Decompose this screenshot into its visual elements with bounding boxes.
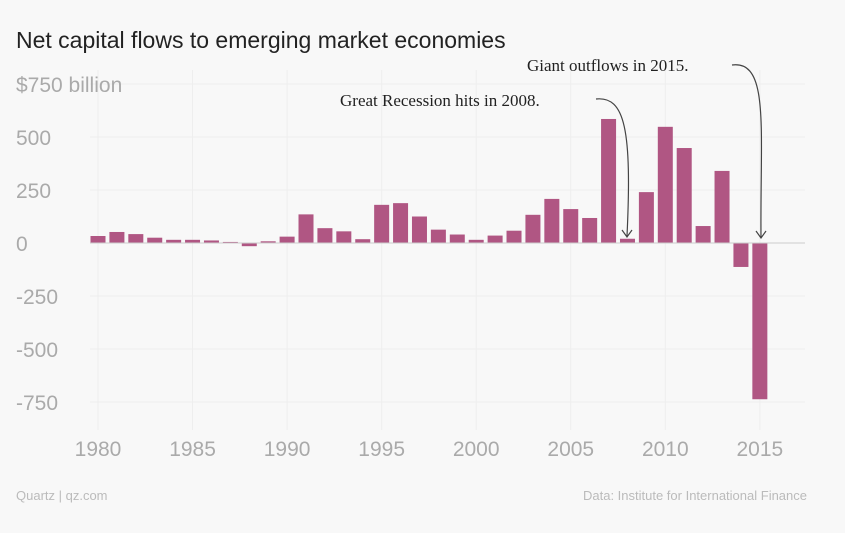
bar-1999 bbox=[449, 234, 465, 243]
bar-2001 bbox=[487, 235, 503, 243]
x-tick-label: 1985 bbox=[169, 438, 216, 461]
x-tick-label: 1980 bbox=[75, 438, 122, 461]
annotation-2015-text: Giant outflows in 2015. bbox=[527, 56, 689, 75]
bar-1995 bbox=[374, 204, 390, 243]
bar-2012 bbox=[695, 226, 711, 243]
bar-2003 bbox=[525, 214, 541, 243]
x-tick-label: 2010 bbox=[642, 438, 689, 461]
annotation-arrow bbox=[595, 98, 630, 237]
annotation-2008-text: Great Recession hits in 2008. bbox=[340, 91, 540, 110]
bar-2006 bbox=[582, 217, 598, 243]
x-tick-label: 2005 bbox=[547, 438, 594, 461]
bar-1998 bbox=[430, 229, 446, 243]
bar-2008 bbox=[619, 238, 635, 243]
x-tick-label: 2000 bbox=[453, 438, 500, 461]
bar-1985 bbox=[185, 239, 201, 243]
arrowhead-icon bbox=[755, 230, 767, 240]
bar-1982 bbox=[128, 234, 144, 243]
bar-1984 bbox=[166, 239, 182, 243]
y-tick-label: -250 bbox=[16, 286, 58, 309]
bar-2011 bbox=[676, 148, 692, 243]
bar-1987 bbox=[222, 241, 238, 243]
bar-1980 bbox=[90, 236, 106, 243]
bar-1993 bbox=[336, 231, 352, 243]
bar-1996 bbox=[393, 203, 409, 243]
bar-1990 bbox=[279, 236, 295, 243]
bar-2007 bbox=[601, 118, 617, 243]
x-tick-label: 1990 bbox=[264, 438, 311, 461]
bar-2013 bbox=[714, 170, 730, 243]
bar-1994 bbox=[355, 239, 371, 243]
bar-2010 bbox=[657, 126, 673, 243]
annotation-2015: Giant outflows in 2015. bbox=[527, 56, 767, 240]
arrowhead-icon bbox=[621, 229, 633, 239]
bar-2014 bbox=[733, 243, 749, 267]
credit: Quartz | qz.com bbox=[16, 488, 108, 503]
bar-1991 bbox=[298, 214, 314, 243]
bar-2005 bbox=[563, 209, 579, 243]
bar-2002 bbox=[506, 230, 522, 243]
bar-1992 bbox=[317, 228, 333, 243]
bar-1997 bbox=[411, 216, 427, 243]
bar-1989 bbox=[260, 241, 276, 243]
y-tick-label: 250 bbox=[16, 180, 51, 203]
y-tick-label: 500 bbox=[16, 127, 51, 150]
annotation-arrow bbox=[731, 64, 763, 239]
bar-2009 bbox=[638, 192, 654, 243]
bar-1988 bbox=[241, 243, 257, 247]
chart-title: Net capital flows to emerging market eco… bbox=[16, 27, 506, 53]
y-tick-label: -750 bbox=[16, 392, 58, 415]
y-tick-label: $750 billion bbox=[16, 74, 122, 97]
source: Data: Institute for International Financ… bbox=[583, 488, 807, 503]
bar-1983 bbox=[147, 237, 163, 243]
annotation-2008: Great Recession hits in 2008. bbox=[340, 91, 633, 239]
bar-1981 bbox=[109, 231, 125, 243]
y-tick-label: -500 bbox=[16, 339, 58, 362]
y-tick-label: 0 bbox=[16, 233, 28, 256]
bar-2015 bbox=[752, 243, 768, 400]
x-tick-label: 1995 bbox=[358, 438, 405, 461]
bar-1986 bbox=[203, 240, 219, 243]
bar-2000 bbox=[468, 239, 484, 243]
bar-2004 bbox=[544, 198, 560, 243]
x-tick-label: 2015 bbox=[736, 438, 783, 461]
